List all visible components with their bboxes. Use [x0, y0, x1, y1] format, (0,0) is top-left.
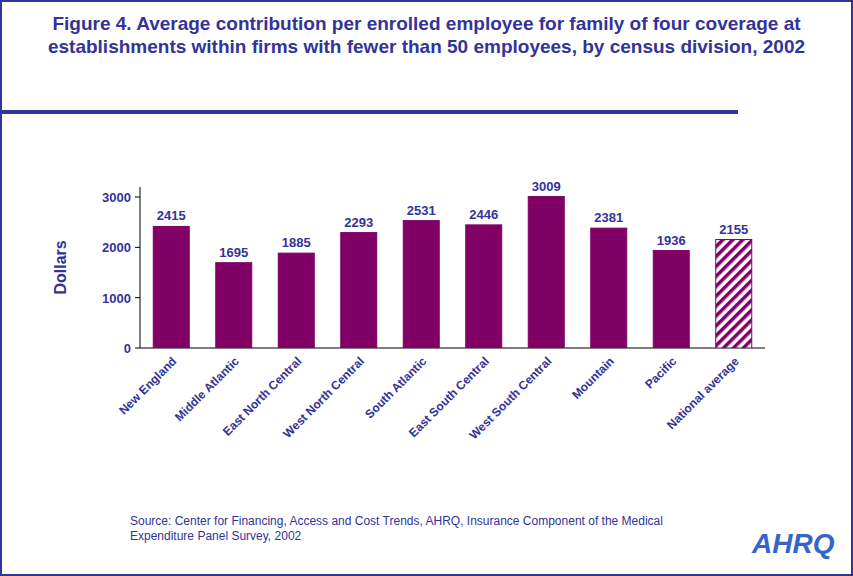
bar	[466, 225, 502, 348]
data-label: 3009	[532, 179, 561, 194]
chart: 0 1000 2000 3000 Dollars 2415 New England 1695 M…	[0, 0, 853, 576]
source-note: Source: Center for Financing, Access and…	[130, 514, 720, 544]
bar	[591, 228, 627, 348]
frame	[1, 1, 852, 575]
y-tick-label: 1000	[102, 291, 131, 306]
x-tick-label: West North Central	[280, 354, 367, 441]
bar	[653, 251, 689, 348]
x-tick-label: Pacific	[642, 354, 679, 391]
x-tick-label: Middle Atlantic	[172, 354, 242, 424]
x-tick-label: South Atlantic	[362, 354, 429, 421]
bar	[716, 240, 752, 348]
y-tick-label: 3000	[102, 190, 131, 205]
data-label: 2155	[719, 222, 748, 237]
data-label: 1885	[282, 235, 311, 250]
bar	[341, 233, 377, 348]
data-label: 2446	[469, 207, 498, 222]
x-tick-label: National average	[664, 354, 742, 432]
bar	[278, 253, 314, 348]
bars	[153, 197, 752, 348]
data-label: 2293	[344, 215, 373, 230]
title: Figure 4. Average contribution per enrol…	[20, 12, 833, 58]
y-axis-label: Dollars	[52, 240, 69, 294]
y-tick	[135, 247, 140, 248]
bar	[153, 226, 189, 348]
y-tick-label: 2000	[102, 240, 131, 255]
bar	[216, 263, 252, 348]
logo-text: AHRQ	[752, 528, 834, 560]
y-tick	[135, 297, 140, 298]
y-tick-label: 0	[124, 341, 131, 356]
data-label: 2531	[407, 203, 436, 218]
y-tick	[135, 348, 140, 349]
y-axis	[140, 187, 141, 348]
bar	[403, 221, 439, 348]
x-tick-label: New England	[116, 354, 179, 417]
bar	[528, 197, 564, 348]
data-label: 2381	[594, 210, 623, 225]
data-label: 1695	[219, 245, 248, 260]
title-rule	[0, 110, 738, 114]
data-label: 1936	[657, 233, 686, 248]
x-tick-label: West South Central	[466, 354, 554, 442]
x-tick-label: Mountain	[569, 354, 617, 402]
y-tick	[135, 197, 140, 198]
data-label: 2415	[157, 208, 186, 223]
